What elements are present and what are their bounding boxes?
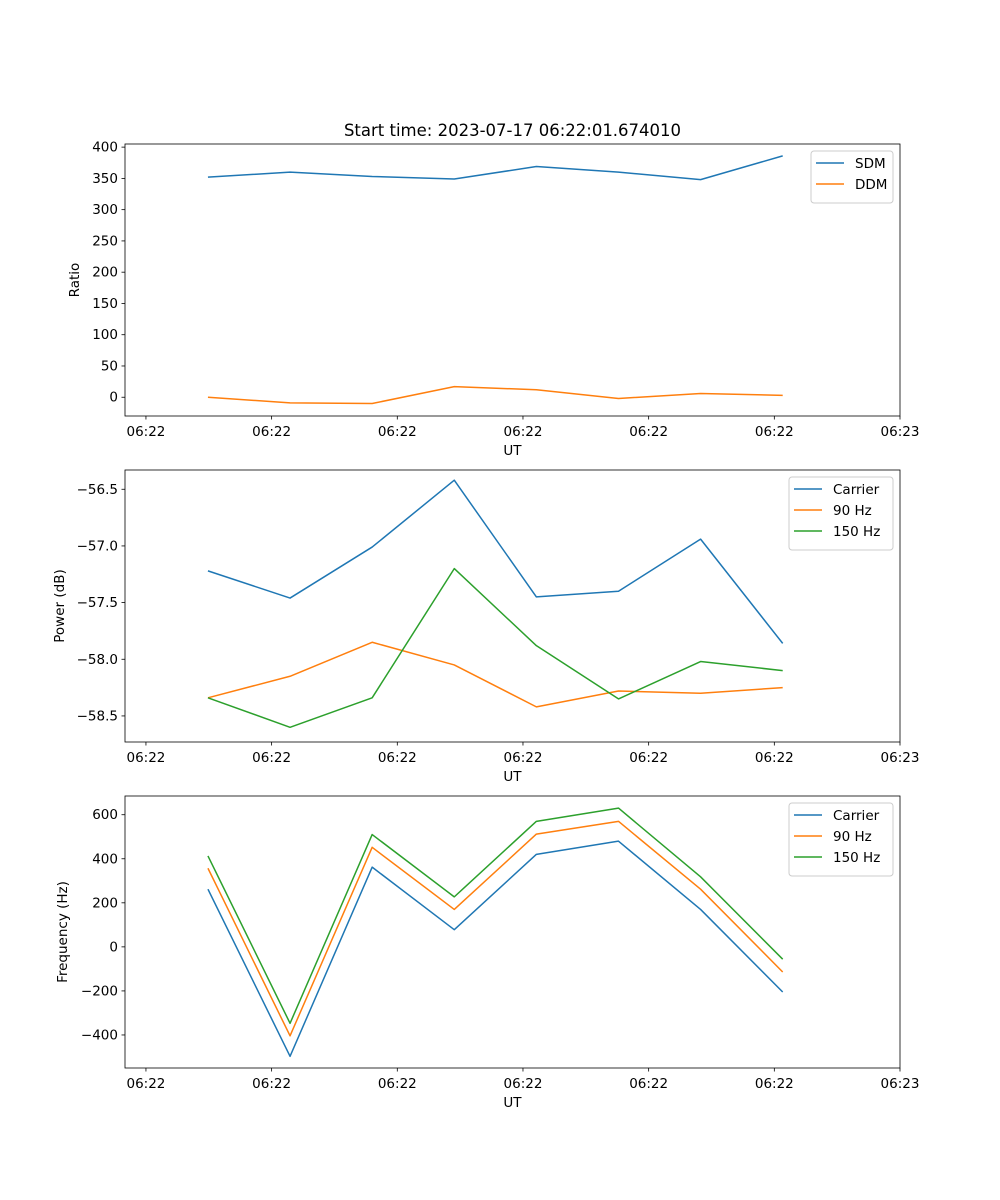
x-axis-label: UT [503,769,522,785]
x-tick-label: 06:22 [252,424,291,440]
x-tick-label: 06:22 [252,750,291,766]
y-tick-label: 200 [92,265,118,281]
legend-label-90-hz: 90 Hz [833,503,872,519]
panel-1: 06:22 06:22 06:22 06:22 06:22 06:22 06:23 0 50 10… [67,140,919,459]
series-line-carrier [207,479,784,644]
y-axis-label: Ratio [67,263,83,298]
y-tick-label: −400 [81,1027,118,1043]
y-tick-label: 50 [101,358,118,374]
series-line-150-hz [207,807,784,1025]
y-tick-label: 200 [92,895,118,911]
axes-frame [124,795,901,1069]
legend-label-sdm: SDM [855,156,886,172]
y-tick-label: 350 [92,171,118,187]
series-line-150-hz [207,567,783,729]
x-axis-label: UT [503,1095,522,1111]
x-tick-label: 06:22 [378,424,417,440]
x-tick-label: 06:22 [629,1076,668,1092]
x-tick-label: 06:22 [504,750,543,766]
x-tick-label: 06:22 [252,1076,291,1092]
legend-label-150-hz: 150 Hz [833,524,880,540]
series-line-carrier [207,840,784,1058]
y-tick-label: 600 [92,807,118,823]
legend-box [810,150,894,204]
x-tick-label: 06:22 [378,750,417,766]
x-tick-label: 06:22 [755,750,794,766]
y-tick-label: 400 [92,851,118,867]
y-tick-label: −58.5 [77,708,118,724]
chart-title: Start time: 2023-07-17 06:22:01.674010 [344,121,681,140]
y-tick-label: 0 [109,939,118,955]
x-tick-label: 06:22 [629,750,668,766]
series-line-ddm [207,385,783,405]
x-tick-label: 06:22 [755,1076,794,1092]
legend: SDM DDM [810,150,894,204]
panel-2: 06:22 06:22 06:22 06:22 06:22 06:22 06:23 −58.5… [52,469,920,785]
x-axis-label: UT [503,443,522,459]
legend: Carrier 90 Hz 150 Hz [788,476,894,551]
y-tick-label: 0 [109,390,118,406]
legend-label-carrier: Carrier [833,808,880,824]
y-tick-label: 300 [92,202,118,218]
y-tick-label: 150 [92,296,118,312]
y-tick-label: −57.5 [77,595,118,611]
series-line-90-hz [207,820,784,1037]
y-axis-label: Power (dB) [52,569,68,642]
y-tick-label: −56.5 [77,482,118,498]
y-tick-label: −58.0 [77,652,118,668]
panel-3: 06:22 06:22 06:22 06:22 06:22 06:22 06:23 −400 −… [55,795,920,1111]
y-tick-label: −57.0 [77,538,118,554]
axes-frame [124,469,901,743]
panels: 06:22 06:22 06:22 06:22 06:22 06:22 06:23 0 50 10… [52,140,919,1111]
axes-frame [124,143,901,417]
legend-label-carrier: Carrier [833,482,880,498]
x-tick-label: 06:23 [881,750,920,766]
legend-label-ddm: DDM [855,177,887,193]
x-tick-label: 06:22 [126,424,165,440]
y-axis-label: Frequency (Hz) [55,881,71,983]
y-tick-label: 100 [92,327,118,343]
y-tick-label: −200 [81,983,118,999]
x-tick-label: 06:23 [881,1076,920,1092]
y-tick-label: 400 [92,140,118,156]
x-tick-label: 06:22 [629,424,668,440]
legend-label-90-hz: 90 Hz [833,829,872,845]
legend: Carrier 90 Hz 150 Hz [788,802,894,877]
x-tick-label: 06:22 [378,1076,417,1092]
x-tick-label: 06:22 [126,1076,165,1092]
series-line-90-hz [207,641,783,708]
y-tick-label: 250 [92,233,118,249]
x-tick-label: 06:22 [126,750,165,766]
legend-label-150-hz: 150 Hz [833,850,880,866]
x-tick-label: 06:22 [755,424,794,440]
x-tick-label: 06:23 [881,424,920,440]
x-tick-label: 06:22 [504,1076,543,1092]
x-tick-label: 06:22 [504,424,543,440]
series-line-sdm [207,155,783,181]
